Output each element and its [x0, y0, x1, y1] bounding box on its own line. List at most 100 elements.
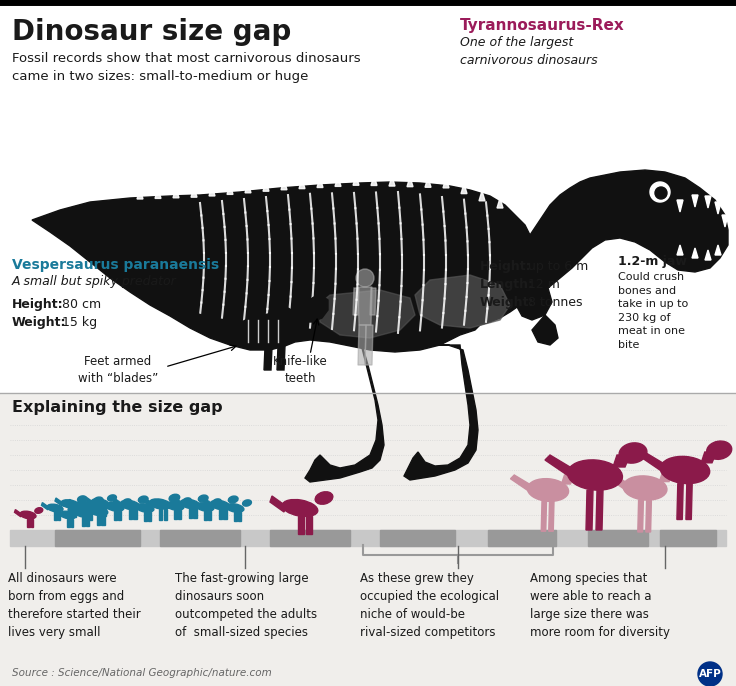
Bar — [660, 530, 716, 546]
Polygon shape — [586, 490, 593, 530]
Text: 8 tonnes: 8 tonnes — [528, 296, 582, 309]
Polygon shape — [657, 486, 662, 495]
Ellipse shape — [75, 508, 82, 513]
Text: The fast-growing large
dinosaurs soon
outcompeted the adults
of  small-sized spe: The fast-growing large dinosaurs soon ou… — [175, 572, 317, 639]
Polygon shape — [640, 452, 667, 472]
Polygon shape — [174, 497, 183, 506]
Ellipse shape — [619, 443, 647, 463]
Polygon shape — [160, 500, 168, 508]
Text: Feet armed
with “blades”: Feet armed with “blades” — [78, 355, 158, 385]
Polygon shape — [15, 510, 21, 517]
Ellipse shape — [660, 456, 710, 484]
Polygon shape — [32, 170, 728, 352]
Ellipse shape — [198, 495, 208, 502]
Polygon shape — [295, 296, 328, 322]
Polygon shape — [686, 484, 692, 519]
Polygon shape — [234, 314, 298, 347]
Polygon shape — [705, 196, 711, 208]
Polygon shape — [220, 502, 228, 510]
Polygon shape — [479, 191, 485, 201]
Polygon shape — [190, 501, 198, 509]
Polygon shape — [189, 508, 192, 519]
Polygon shape — [31, 519, 33, 527]
Polygon shape — [163, 509, 167, 519]
Polygon shape — [263, 181, 269, 191]
Polygon shape — [299, 178, 305, 189]
Polygon shape — [545, 455, 575, 477]
Polygon shape — [129, 510, 132, 519]
Ellipse shape — [61, 500, 79, 508]
Polygon shape — [57, 512, 60, 520]
Ellipse shape — [20, 511, 36, 519]
Text: Fossil records show that most carnivorous dinosaurs
came in two sizes: small-to-: Fossil records show that most carnivorou… — [12, 52, 361, 83]
Polygon shape — [71, 519, 74, 527]
Ellipse shape — [196, 503, 214, 511]
Text: 15 kg: 15 kg — [62, 316, 97, 329]
Polygon shape — [370, 288, 376, 315]
Polygon shape — [113, 499, 122, 507]
Polygon shape — [69, 508, 72, 517]
Polygon shape — [305, 340, 384, 482]
Polygon shape — [103, 507, 106, 516]
Ellipse shape — [106, 502, 116, 509]
Ellipse shape — [210, 500, 230, 510]
Polygon shape — [610, 473, 617, 483]
Ellipse shape — [35, 508, 43, 513]
Polygon shape — [178, 510, 181, 519]
Circle shape — [698, 662, 722, 686]
Bar — [380, 530, 455, 546]
Polygon shape — [137, 189, 143, 199]
Ellipse shape — [91, 505, 99, 511]
Polygon shape — [142, 497, 152, 506]
Text: One of the largest
carnivorous dinosaurs: One of the largest carnivorous dinosaurs — [460, 36, 598, 67]
Polygon shape — [144, 512, 147, 521]
Bar — [588, 530, 648, 546]
Polygon shape — [353, 175, 359, 185]
Polygon shape — [174, 510, 177, 519]
Text: Source : Science/National Geographic/nature.com: Source : Science/National Geographic/nat… — [12, 668, 272, 678]
Polygon shape — [159, 509, 163, 519]
Polygon shape — [173, 188, 179, 198]
Bar — [10, 530, 726, 546]
Polygon shape — [68, 507, 76, 515]
Bar — [0, 0, 736, 393]
Polygon shape — [88, 510, 91, 520]
Ellipse shape — [75, 501, 95, 510]
Circle shape — [356, 269, 374, 287]
Text: Length:: Length: — [480, 278, 534, 291]
Polygon shape — [238, 512, 241, 521]
Polygon shape — [54, 512, 57, 520]
Ellipse shape — [74, 509, 92, 517]
Polygon shape — [461, 184, 467, 193]
Polygon shape — [219, 510, 222, 519]
Ellipse shape — [60, 511, 76, 519]
Polygon shape — [102, 515, 105, 525]
Polygon shape — [82, 517, 85, 526]
Polygon shape — [497, 198, 503, 208]
Ellipse shape — [665, 462, 687, 479]
Polygon shape — [298, 516, 304, 534]
Polygon shape — [99, 507, 102, 516]
Polygon shape — [208, 511, 211, 520]
Ellipse shape — [213, 499, 222, 505]
Polygon shape — [203, 499, 212, 507]
Ellipse shape — [623, 476, 667, 500]
Ellipse shape — [88, 506, 107, 516]
Polygon shape — [204, 511, 207, 520]
Polygon shape — [549, 501, 554, 531]
Ellipse shape — [120, 500, 140, 510]
Polygon shape — [389, 176, 395, 186]
Polygon shape — [41, 503, 49, 510]
Polygon shape — [234, 512, 237, 521]
Polygon shape — [677, 245, 683, 255]
Polygon shape — [175, 310, 235, 335]
Ellipse shape — [93, 497, 103, 504]
Polygon shape — [722, 215, 728, 227]
Text: 1.2-m jaw: 1.2-m jaw — [618, 255, 687, 268]
Polygon shape — [73, 508, 76, 517]
Polygon shape — [701, 452, 717, 463]
Ellipse shape — [136, 504, 154, 512]
Polygon shape — [194, 508, 197, 519]
Polygon shape — [270, 496, 286, 512]
Polygon shape — [223, 510, 227, 519]
